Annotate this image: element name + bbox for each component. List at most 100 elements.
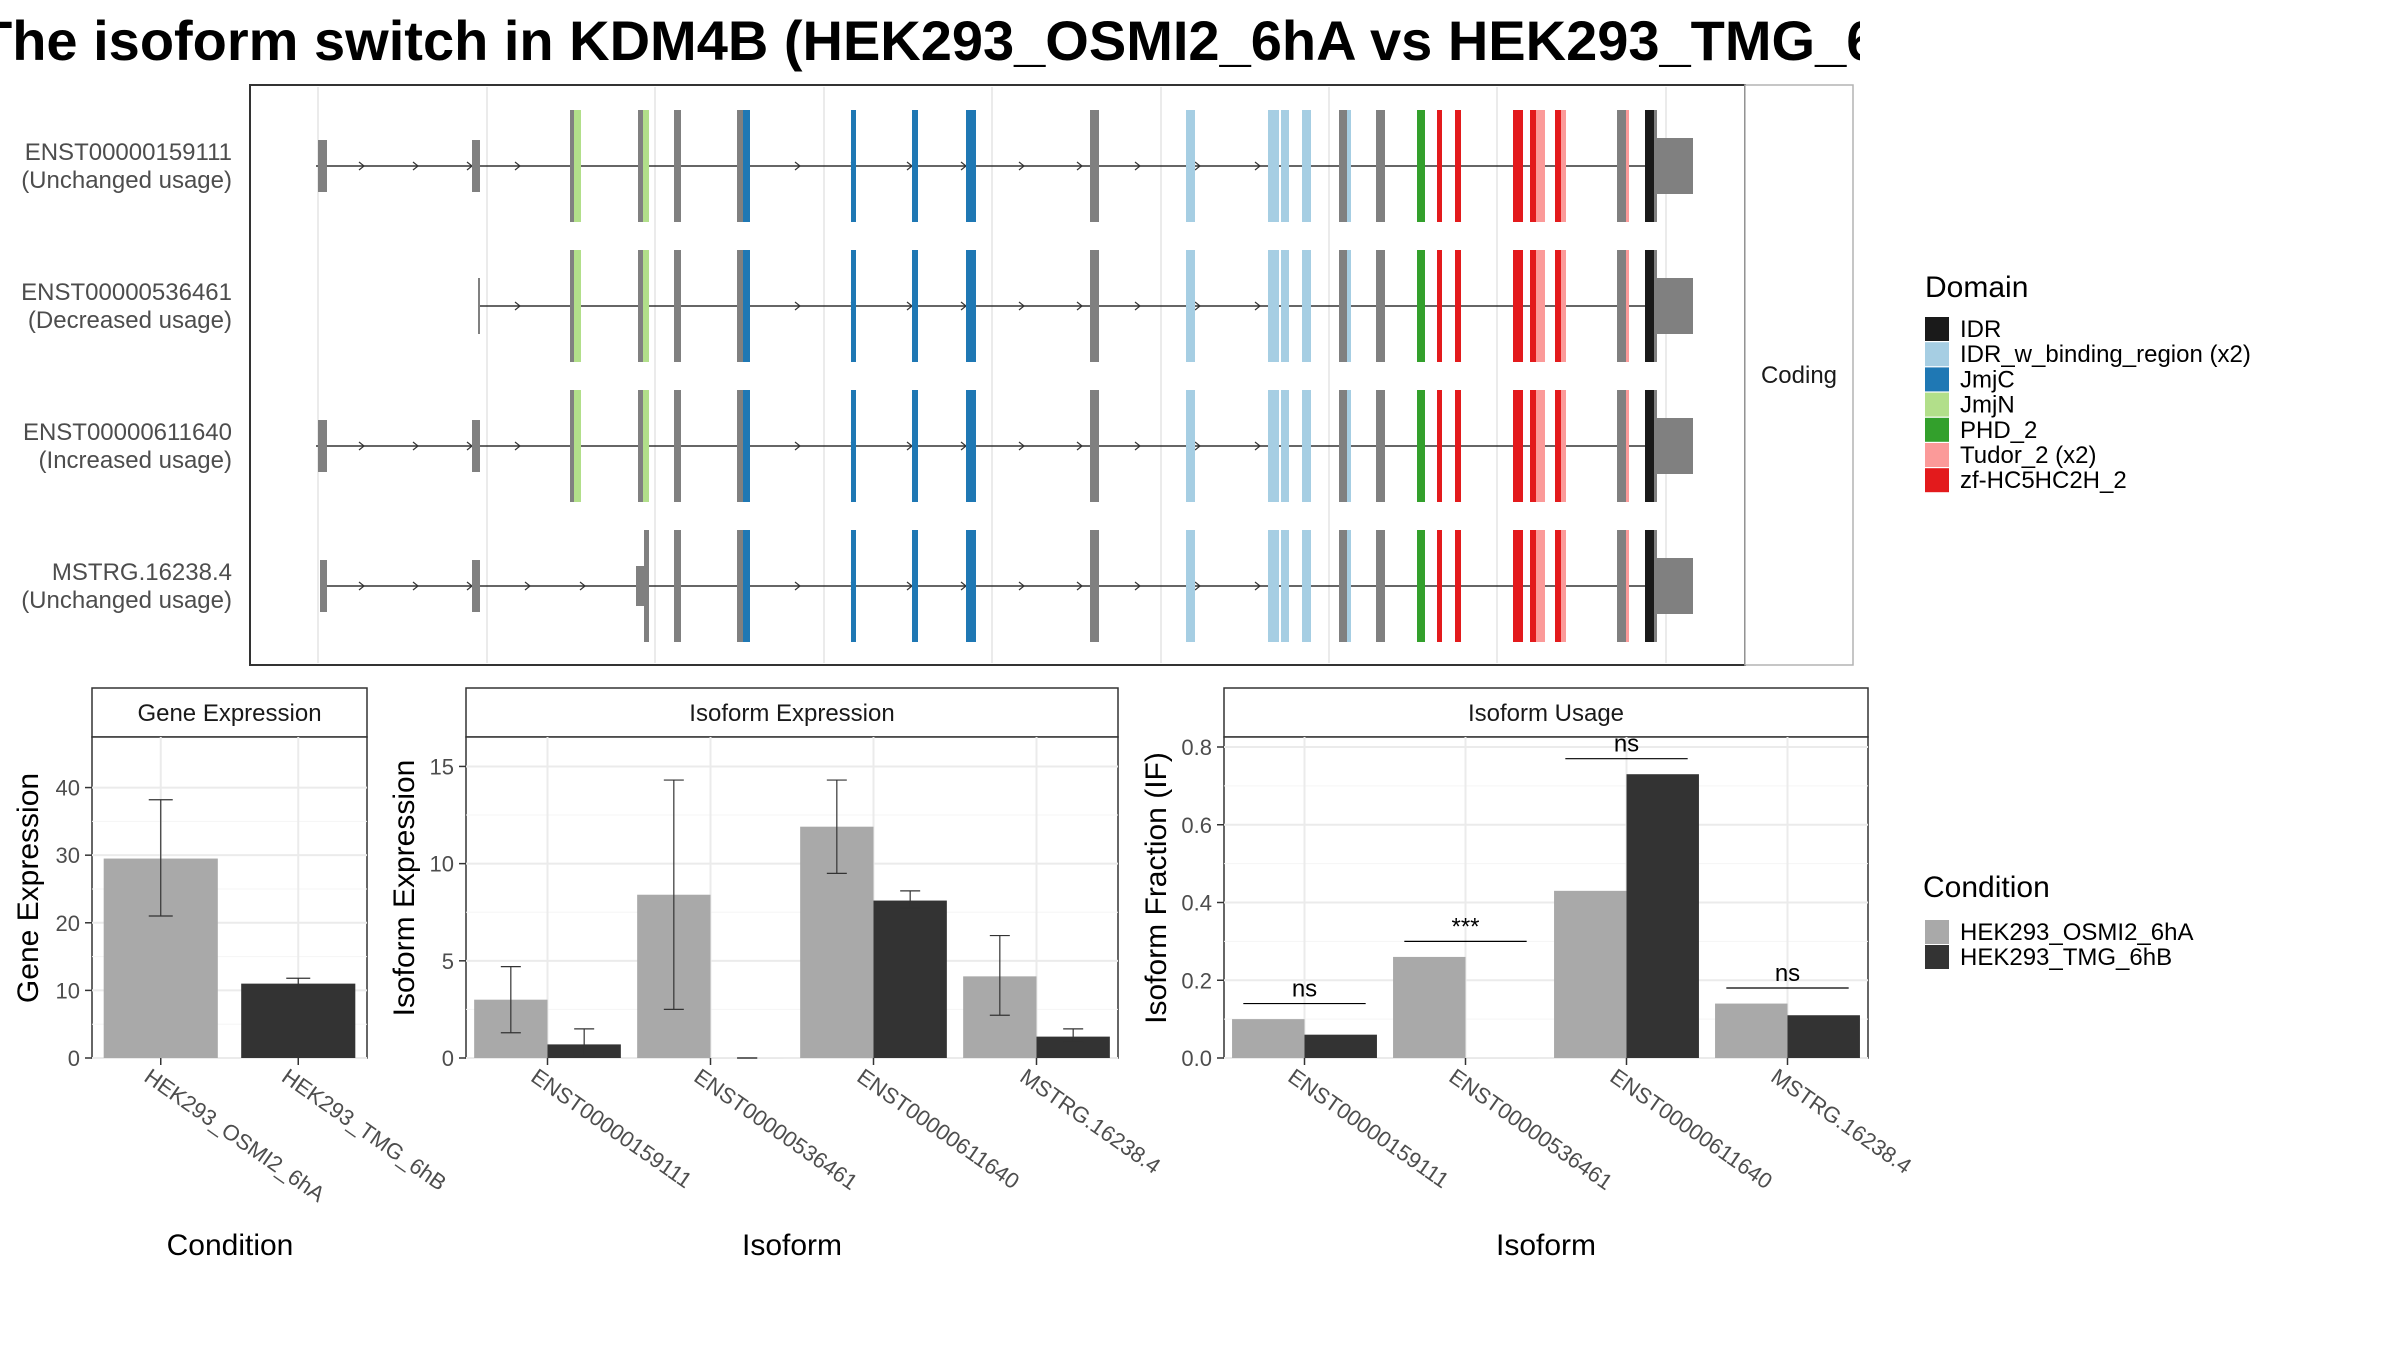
strand-arrow — [1194, 581, 1201, 591]
strand-arrow — [412, 581, 419, 591]
y-tick-label: 0 — [68, 1046, 80, 1071]
strand-arrow — [1194, 441, 1201, 451]
zf-hc5hc2h_2-domain-exon — [1437, 110, 1442, 222]
bar — [241, 983, 356, 1058]
zf-hc5hc2h_2-domain-exon — [1530, 250, 1536, 362]
bar — [1304, 1034, 1377, 1058]
idr_w_binding_region-domain-exon — [1281, 250, 1289, 362]
x-tick-label: ENST00000536461 — [690, 1064, 863, 1195]
zf-hc5hc2h_2-domain-exon — [1555, 390, 1561, 502]
strand-arrow — [1076, 581, 1083, 591]
idr-domain-exon — [1645, 250, 1654, 362]
bar — [873, 900, 947, 1058]
idr_w_binding_region-domain-exon — [1186, 530, 1195, 642]
expression-charts: Gene Expression 0 10 20 30 40 Gene Expression C… — [12, 687, 1916, 1262]
idr_w_binding_region-domain-exon — [1281, 530, 1289, 642]
idr_w_binding_region-domain-exon — [1186, 110, 1195, 222]
legend-swatch — [1925, 317, 1949, 341]
idr_w_binding_region-domain-exon — [1347, 110, 1351, 222]
noncoding_exon-domain-exon — [1617, 530, 1626, 642]
strand-arrow — [794, 441, 801, 451]
jmjc-domain-exon — [851, 530, 856, 642]
idr_w_binding_region-domain-exon — [1186, 390, 1195, 502]
x-tick-label: ENST00000611640 — [1606, 1064, 1777, 1194]
chart-1: Isoform Expression 0 5 10 15 Isoform Expressi… — [388, 687, 1166, 1262]
legend-swatch — [1925, 468, 1949, 493]
y-axis-title: Gene Expression — [12, 773, 45, 1003]
x-tick-label: MSTRG.16238.4 — [1016, 1064, 1166, 1179]
structure-tracks — [316, 110, 1693, 642]
chart-title: Isoform Expression — [689, 700, 894, 727]
strand-arrow — [1254, 441, 1261, 451]
zf-hc5hc2h_2-domain-exon — [1513, 250, 1523, 362]
utr-exon — [636, 566, 644, 606]
chart-title-strip — [91, 687, 368, 738]
three-prime-utr — [1657, 558, 1693, 614]
y-tick-label: 0.2 — [1181, 968, 1212, 993]
tudor_2-domain-exon — [1561, 390, 1566, 502]
zf-hc5hc2h_2-domain-exon — [1437, 250, 1442, 362]
chart-2: Isoform Usage 0.0 0.2 0.4 0.6 0.8 Isoform Frac… — [1140, 687, 1916, 1262]
legend-label: Tudor_2 (x2) — [1960, 442, 2097, 469]
y-tick-label: 15 — [430, 754, 454, 779]
y-tick-label: 10 — [56, 978, 80, 1003]
noncoding_exon-domain-exon — [1339, 390, 1347, 502]
y-axis-title: Isoform Fraction (IF) — [1140, 752, 1173, 1024]
strand-arrow — [794, 161, 801, 171]
chart-title-strip — [1223, 687, 1869, 738]
domain-legend-title: Domain — [1925, 271, 2028, 304]
tudor_2-domain-exon — [1626, 110, 1629, 222]
noncoding_exon-domain-exon — [570, 390, 577, 502]
strand-arrow — [1134, 301, 1141, 311]
tudor_2-domain-exon — [1561, 250, 1566, 362]
idr_w_binding_region-domain-exon — [1347, 250, 1351, 362]
significance-label: ns — [1614, 731, 1639, 758]
chart-title-strip — [465, 687, 1119, 738]
strand-arrow — [794, 581, 801, 591]
jmjc-domain-exon — [851, 110, 856, 222]
chart-title: Gene Expression — [137, 700, 321, 727]
strand-arrow — [514, 161, 521, 171]
figure-title: The isoform switch in KDM4B (HEK293_OSMI… — [0, 8, 1860, 78]
legend-label: PHD_2 — [1960, 417, 2037, 444]
jmjc-domain-exon — [966, 110, 976, 222]
idr_w_binding_region-domain-exon — [1186, 250, 1195, 362]
transcript-usage-label: (Unchanged usage) — [21, 587, 232, 614]
strand-arrow — [1134, 161, 1141, 171]
strand-arrow — [1076, 161, 1083, 171]
idr-domain-exon — [1645, 390, 1654, 502]
transcript-usage-label: (Increased usage) — [39, 447, 232, 474]
strand-arrow — [412, 161, 419, 171]
legend-swatch — [1925, 920, 1949, 944]
noncoding_exon-domain-exon — [638, 250, 644, 362]
x-tick-label: ENST00000536461 — [1445, 1064, 1618, 1195]
tudor_2-domain-exon — [1626, 530, 1629, 642]
zf-hc5hc2h_2-domain-exon — [1455, 390, 1461, 502]
utr-exon — [318, 420, 327, 472]
strand-arrow — [1076, 441, 1083, 451]
structure-panel-background — [249, 84, 1746, 666]
zf-hc5hc2h_2-domain-exon — [1455, 250, 1461, 362]
significance-label: *** — [1451, 913, 1479, 940]
three-prime-utr — [1657, 278, 1693, 334]
transcript-id-label: ENST00000536461 — [21, 279, 232, 306]
noncoding_exon-domain-exon — [1617, 110, 1626, 222]
zf-hc5hc2h_2-domain-exon — [1555, 110, 1561, 222]
jmjn-domain-exon — [574, 110, 581, 222]
legend-label: JmjC — [1960, 366, 2015, 393]
chart-title: Isoform Usage — [1468, 700, 1624, 727]
jmjn-domain-exon — [643, 390, 649, 502]
y-tick-label: 40 — [56, 776, 80, 801]
noncoding_exon-domain-exon — [1654, 250, 1657, 362]
figure-title-text: The isoform switch in KDM4B (HEK293_OSMI… — [0, 9, 1860, 72]
strand-arrow — [579, 581, 586, 591]
idr_w_binding_region-domain-exon — [1268, 390, 1279, 502]
strand-arrow — [358, 581, 365, 591]
zf-hc5hc2h_2-domain-exon — [1455, 530, 1461, 642]
y-tick-label: 0.8 — [1181, 735, 1212, 760]
noncoding_exon-domain-exon — [674, 250, 681, 362]
utr-exon — [320, 560, 327, 612]
y-tick-label: 5 — [442, 949, 454, 974]
